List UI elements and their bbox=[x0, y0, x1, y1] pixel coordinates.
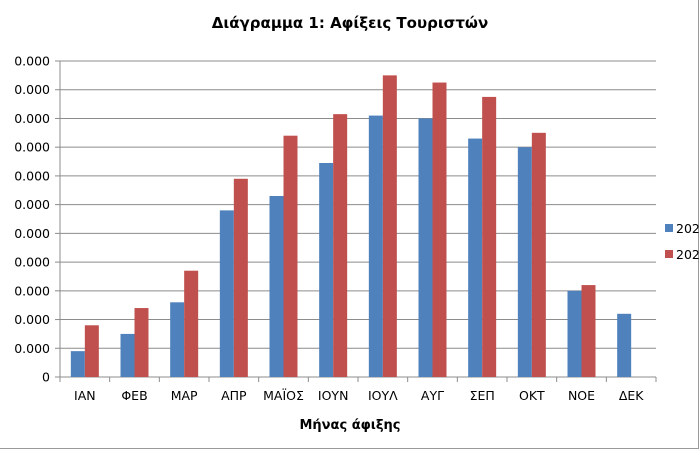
x-axis-label: Μήνας άφιξης bbox=[299, 418, 401, 433]
y-tick-label: 0.000 bbox=[14, 312, 50, 327]
legend-label: 202 bbox=[676, 221, 700, 236]
y-tick-label: 0.000 bbox=[14, 283, 50, 298]
bar-1 bbox=[283, 135, 298, 377]
y-tick-label: 0.000 bbox=[14, 226, 50, 241]
x-tick-label: ΑΥΓ bbox=[421, 388, 444, 403]
legend-label: 202 bbox=[676, 247, 700, 262]
y-tick-label: 0.000 bbox=[14, 82, 50, 97]
bar-1 bbox=[184, 270, 199, 377]
x-tick-label: ΜΑΪΟΣ bbox=[263, 388, 304, 403]
x-tick-label: ΙΑΝ bbox=[74, 388, 96, 403]
bar-0 bbox=[269, 196, 284, 377]
bar-1 bbox=[382, 75, 397, 377]
y-tick-label: 0.000 bbox=[14, 341, 50, 356]
y-tick-label: 0.000 bbox=[14, 111, 50, 126]
bar-0 bbox=[617, 313, 632, 377]
bar-0 bbox=[70, 351, 85, 377]
bar-0 bbox=[319, 162, 334, 377]
bar-1 bbox=[233, 178, 248, 377]
bar-1 bbox=[432, 82, 447, 377]
bar-1 bbox=[333, 114, 348, 378]
bar-1 bbox=[531, 132, 546, 377]
x-tick-label: ΦΕΒ bbox=[121, 388, 147, 403]
x-tick-label: ΔΕΚ bbox=[619, 388, 644, 403]
y-tick-label: 0.000 bbox=[14, 140, 50, 155]
bar-0 bbox=[567, 290, 582, 377]
x-tick-label: ΝΟΕ bbox=[568, 388, 595, 403]
y-tick-label: 0 bbox=[42, 370, 50, 385]
y-tick-label: 0.000 bbox=[14, 168, 50, 183]
bar-1 bbox=[84, 325, 99, 377]
x-tick-label: ΙΟΥΝ bbox=[318, 388, 349, 403]
bar-1 bbox=[581, 285, 596, 377]
x-tick-label: ΜΑΡ bbox=[171, 388, 198, 403]
x-tick-label: ΟΚΤ bbox=[519, 388, 545, 403]
bar-0 bbox=[219, 210, 234, 377]
x-tick-label: ΣΕΠ bbox=[470, 388, 495, 403]
bar-0 bbox=[368, 115, 383, 377]
bar-0 bbox=[468, 138, 483, 377]
bar-0 bbox=[418, 118, 433, 378]
y-tick-label: 0.000 bbox=[14, 54, 50, 69]
legend-swatch bbox=[665, 250, 673, 258]
legend-swatch bbox=[665, 224, 673, 232]
y-tick-label: 0.000 bbox=[14, 197, 50, 212]
x-tick-label: ΙΟΥΛ bbox=[368, 388, 398, 403]
chart-title: Διάγραμμα 1: Αφίξεις Τουριστών bbox=[211, 14, 489, 32]
y-tick-label: 0.000 bbox=[14, 255, 50, 270]
x-tick-label: ΑΠΡ bbox=[221, 388, 247, 403]
bar-1 bbox=[134, 308, 149, 377]
bar-0 bbox=[517, 147, 532, 377]
bar-0 bbox=[170, 302, 185, 377]
bar-0 bbox=[120, 333, 135, 377]
bar-1 bbox=[482, 96, 497, 377]
